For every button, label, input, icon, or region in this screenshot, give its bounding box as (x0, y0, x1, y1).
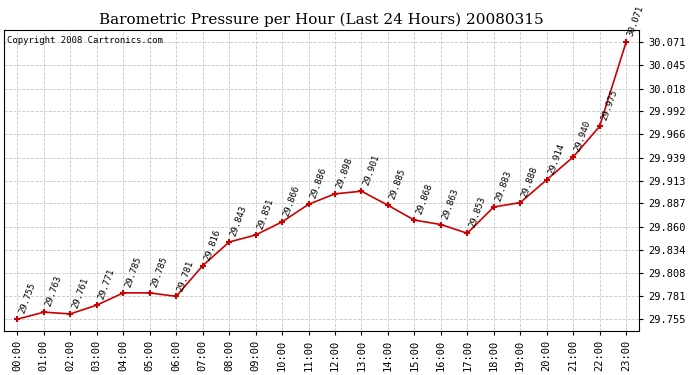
Text: 29.885: 29.885 (388, 168, 407, 201)
Text: 29.755: 29.755 (17, 282, 37, 315)
Text: 29.886: 29.886 (308, 167, 328, 200)
Text: 29.851: 29.851 (255, 198, 275, 231)
Text: 29.843: 29.843 (229, 204, 248, 238)
Text: 29.975: 29.975 (600, 89, 619, 122)
Text: 29.940: 29.940 (573, 120, 593, 153)
Text: 29.785: 29.785 (124, 255, 143, 289)
Title: Barometric Pressure per Hour (Last 24 Hours) 20080315: Barometric Pressure per Hour (Last 24 Ho… (99, 13, 544, 27)
Text: 29.914: 29.914 (546, 142, 566, 176)
Text: 29.868: 29.868 (415, 183, 434, 216)
Text: 29.883: 29.883 (494, 170, 513, 203)
Text: 29.763: 29.763 (44, 274, 63, 308)
Text: 29.761: 29.761 (70, 276, 90, 310)
Text: 29.888: 29.888 (520, 165, 540, 198)
Text: 29.781: 29.781 (176, 259, 196, 292)
Text: 30.071: 30.071 (626, 4, 646, 38)
Text: 29.866: 29.866 (282, 184, 302, 218)
Text: Copyright 2008 Cartronics.com: Copyright 2008 Cartronics.com (8, 36, 164, 45)
Text: 29.898: 29.898 (335, 156, 355, 190)
Text: 29.853: 29.853 (467, 196, 486, 229)
Text: 29.901: 29.901 (362, 154, 381, 187)
Text: 29.785: 29.785 (150, 255, 169, 289)
Text: 29.863: 29.863 (441, 187, 460, 220)
Text: 29.816: 29.816 (203, 228, 222, 261)
Text: 29.771: 29.771 (97, 268, 117, 301)
